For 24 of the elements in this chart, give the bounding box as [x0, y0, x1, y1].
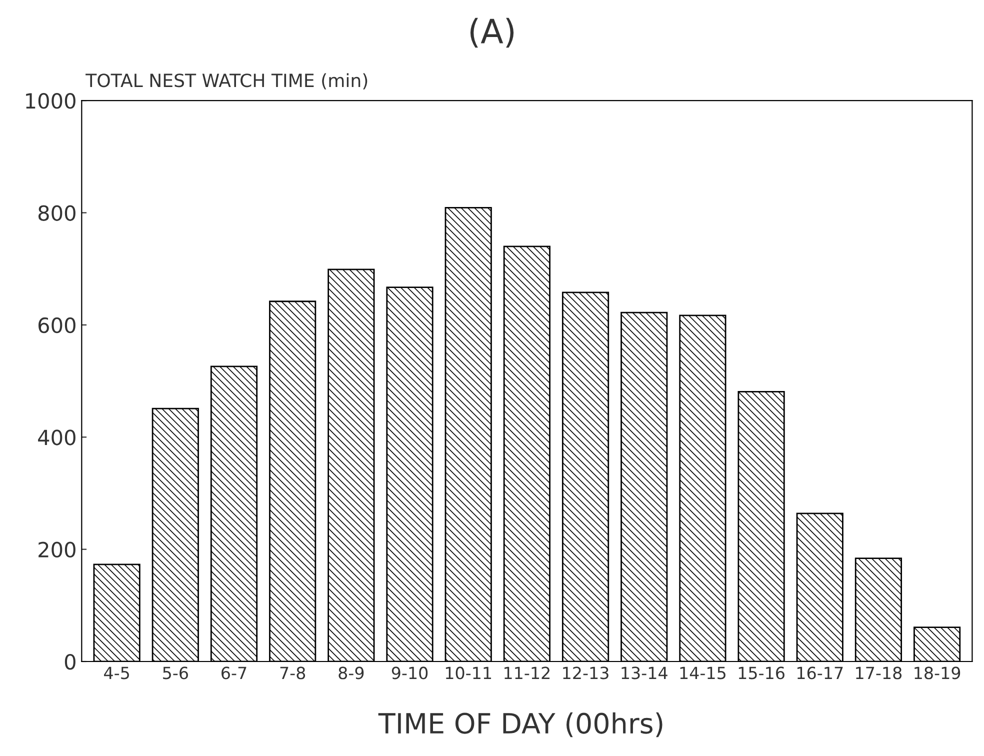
y-tick-label: 600 — [38, 317, 76, 334]
x-tick-label: 10-11 — [446, 666, 492, 680]
x-tick-label: 7-8 — [280, 666, 306, 680]
y-tick-label: 800 — [38, 205, 76, 221]
x-tick-label: 8-9 — [338, 666, 364, 680]
x-tick-label: 6-7 — [222, 666, 246, 680]
x-tick-label: 4-5 — [104, 666, 129, 680]
y-tick-label: 0 — [64, 654, 76, 670]
x-axis-title: TIME OF DAY (00hrs) — [378, 712, 662, 738]
x-tick-label: 16-17 — [797, 666, 843, 680]
x-tick-label: 12-13 — [563, 666, 608, 680]
x-tick-label: 18-19 — [914, 666, 960, 680]
y-tick-label: 400 — [38, 430, 76, 446]
x-tick-label: 5-6 — [163, 666, 188, 680]
x-tick-label: 11-12 — [504, 666, 550, 680]
x-tick-label: 14-15 — [680, 666, 726, 680]
x-tick-label: 17-18 — [856, 666, 902, 680]
y-tick-label: 200 — [38, 542, 76, 558]
y-tick-label: 1000 — [26, 93, 76, 109]
x-tick-label: 13-14 — [622, 666, 668, 680]
chart-title: (A) — [470, 18, 514, 48]
x-tick-label: 9-10 — [392, 666, 428, 680]
y-axis-title: TOTAL NEST WATCH TIME (min) — [86, 73, 368, 90]
x-tick-label: 15-16 — [738, 666, 784, 680]
